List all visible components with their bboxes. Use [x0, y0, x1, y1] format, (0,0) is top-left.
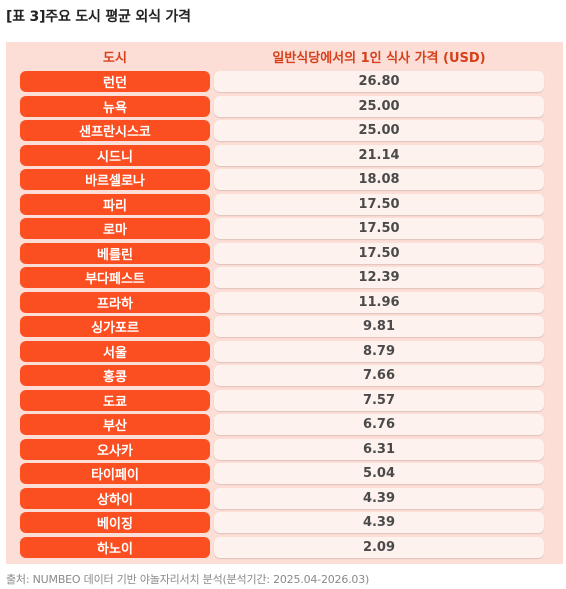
price-cell: 5.04 — [214, 463, 544, 484]
price-cell: 17.50 — [214, 218, 544, 239]
price-cell: 8.79 — [214, 340, 544, 362]
price-cell: 25.00 — [214, 95, 544, 117]
price-cell: 6.76 — [214, 414, 544, 435]
table-row: 오사카 6.31 — [0, 438, 566, 464]
price-cell: 11.96 — [214, 291, 544, 313]
city-cell: 뉴욕 — [20, 95, 210, 117]
table-row: 뉴욕 25.00 — [0, 95, 566, 121]
table-row: 싱가포르 9.81 — [0, 316, 566, 341]
price-cell: 17.50 — [214, 193, 544, 215]
city-cell: 도쿄 — [20, 389, 210, 411]
table-row: 시드니 21.14 — [0, 144, 566, 170]
price-cell: 21.14 — [214, 144, 544, 166]
table-body: 런던 26.80 뉴욕 25.00 샌프란시스코 25.00 시드니 21.14 바르셀로나 18… — [0, 71, 566, 561]
table-row: 바르셀로나 18.08 — [0, 169, 566, 194]
table-row: 하노이 2.09 — [0, 536, 566, 562]
price-cell: 25.00 — [214, 120, 544, 141]
table-row: 부다페스트 12.39 — [0, 267, 566, 292]
price-cell: 7.66 — [214, 365, 544, 386]
price-cell: 2.09 — [214, 536, 544, 558]
price-cell: 26.80 — [214, 71, 544, 92]
price-cell: 17.50 — [214, 242, 544, 264]
table-row: 베이징 4.39 — [0, 512, 566, 537]
source-note: 출처: NUMBEO 데이터 기반 야놀자리서치 분석(분석기간: 2025.0… — [6, 573, 370, 586]
city-cell: 파리 — [20, 193, 210, 215]
table-row: 런던 26.80 — [0, 71, 566, 96]
price-cell: 7.57 — [214, 389, 544, 411]
price-cell: 9.81 — [214, 316, 544, 337]
city-cell: 베를린 — [20, 242, 210, 264]
city-cell: 서울 — [20, 340, 210, 362]
city-cell: 바르셀로나 — [20, 169, 210, 190]
table-row: 홍콩 7.66 — [0, 365, 566, 390]
city-cell: 베이징 — [20, 512, 210, 533]
city-cell: 하노이 — [20, 536, 210, 558]
price-cell: 18.08 — [214, 169, 544, 190]
header-city: 도시 — [103, 50, 127, 66]
table-row: 서울 8.79 — [0, 340, 566, 366]
city-cell: 홍콩 — [20, 365, 210, 386]
table-row: 파리 17.50 — [0, 193, 566, 219]
city-cell: 싱가포르 — [20, 316, 210, 337]
price-cell: 4.39 — [214, 487, 544, 509]
price-cell: 4.39 — [214, 512, 544, 533]
city-cell: 런던 — [20, 71, 210, 92]
city-cell: 부다페스트 — [20, 267, 210, 288]
table-row: 부산 6.76 — [0, 414, 566, 439]
table-row: 프라하 11.96 — [0, 291, 566, 317]
city-cell: 상하이 — [20, 487, 210, 509]
table-row: 도쿄 7.57 — [0, 389, 566, 415]
price-cell: 6.31 — [214, 438, 544, 460]
table-row: 베를린 17.50 — [0, 242, 566, 268]
city-cell: 오사카 — [20, 438, 210, 460]
table-title: [표 3]주요 도시 평균 외식 가격 — [6, 9, 191, 25]
table-row: 샌프란시스코 25.00 — [0, 120, 566, 145]
table-row: 로마 17.50 — [0, 218, 566, 243]
city-cell: 로마 — [20, 218, 210, 239]
price-cell: 12.39 — [214, 267, 544, 288]
table-row: 타이페이 5.04 — [0, 463, 566, 488]
city-cell: 샌프란시스코 — [20, 120, 210, 141]
table-row: 상하이 4.39 — [0, 487, 566, 513]
city-cell: 부산 — [20, 414, 210, 435]
city-cell: 시드니 — [20, 144, 210, 166]
header-price: 일반식당에서의 1인 식사 가격 (USD) — [272, 50, 486, 66]
city-cell: 프라하 — [20, 291, 210, 313]
city-cell: 타이페이 — [20, 463, 210, 484]
